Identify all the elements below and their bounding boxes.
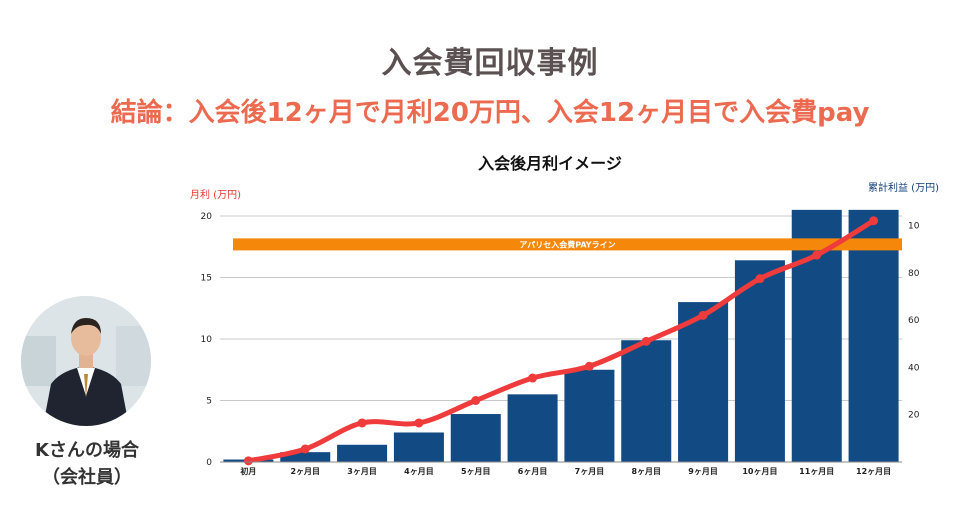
- right-tick-label: 40: [908, 363, 920, 373]
- avatar: [21, 296, 151, 426]
- bar: [280, 452, 331, 462]
- x-tick-label: 4ヶ月目: [404, 467, 434, 476]
- monthly-profit-chart: 0 5 10 15 20 20 40 60 80 100 初月 2ヶ月目 3ヶ月目 4ヶ月目 5ヶ月目 6ヶ月…: [201, 209, 920, 476]
- line-point: [243, 456, 253, 466]
- bar: [564, 369, 615, 462]
- bar: [337, 444, 388, 462]
- x-tick-label: 8ヶ月目: [631, 467, 661, 476]
- left-tick-label: 5: [206, 397, 212, 407]
- left-tick-label: 20: [201, 212, 213, 222]
- line-point: [755, 274, 765, 284]
- x-tick-label: 9ヶ月目: [688, 467, 718, 476]
- line-point: [584, 361, 594, 371]
- chart-title: 入会後月利イメージ: [478, 154, 622, 173]
- x-tick-label: 6ヶ月目: [518, 467, 548, 476]
- right-tick-label: 60: [908, 316, 920, 326]
- bar: [734, 260, 785, 462]
- case-role: （会社員）: [42, 467, 132, 488]
- x-tick-label: 10ヶ月目: [742, 467, 777, 476]
- right-tick-label: 100: [908, 221, 920, 231]
- person-photo-icon: [21, 296, 151, 426]
- x-tick-label: 7ヶ月目: [575, 467, 605, 476]
- line-point: [471, 396, 481, 405]
- bar: [848, 209, 899, 462]
- x-tick-label: 5ヶ月目: [461, 467, 491, 476]
- conclusion-subtitle: 結論：入会後12ヶ月で月利20万円、入会12ヶ月目で入会費pay: [110, 98, 870, 128]
- bar: [450, 414, 501, 462]
- left-axis-title: 月利 (万円): [190, 190, 241, 201]
- left-tick-label: 10: [201, 335, 213, 345]
- x-tick-label: 2ヶ月目: [290, 467, 320, 476]
- x-tick-label: 12ヶ月目: [856, 467, 891, 476]
- page-title: 入会費回収事例: [381, 46, 599, 81]
- line-point: [357, 418, 367, 428]
- x-tick-label: 3ヶ月目: [347, 467, 377, 476]
- bar: [393, 432, 444, 462]
- line-point: [869, 216, 879, 226]
- left-tick-label: 15: [201, 274, 212, 284]
- right-axis-title: 累計利益 (万円): [868, 183, 939, 194]
- line-point: [812, 250, 822, 260]
- line-point: [528, 373, 538, 383]
- bar: [507, 394, 558, 462]
- x-tick-label: 初月: [240, 466, 256, 476]
- x-tick-label: 11ヶ月目: [799, 467, 834, 476]
- left-tick-label: 0: [206, 458, 212, 468]
- bar: [678, 302, 729, 462]
- bar: [621, 340, 672, 462]
- case-name: Kさんの場合: [35, 440, 139, 461]
- case-label: Kさんの場合 （会社員）: [0, 437, 174, 491]
- line-point: [698, 310, 708, 320]
- line-point: [414, 418, 424, 428]
- right-tick-label: 80: [908, 269, 920, 279]
- right-tick-label: 20: [908, 411, 920, 421]
- line-point: [300, 444, 310, 454]
- pay-line-band: [233, 238, 902, 251]
- pay-line-label: アパリセ入会費PAYライン: [519, 239, 615, 249]
- line-point: [641, 336, 651, 346]
